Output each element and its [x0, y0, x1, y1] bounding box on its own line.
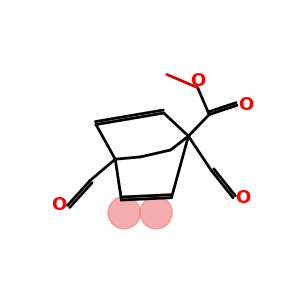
Circle shape — [108, 196, 140, 229]
Text: O: O — [238, 96, 254, 114]
Text: O: O — [190, 72, 205, 90]
Text: O: O — [51, 196, 66, 214]
Circle shape — [140, 196, 172, 229]
Text: O: O — [235, 189, 250, 207]
